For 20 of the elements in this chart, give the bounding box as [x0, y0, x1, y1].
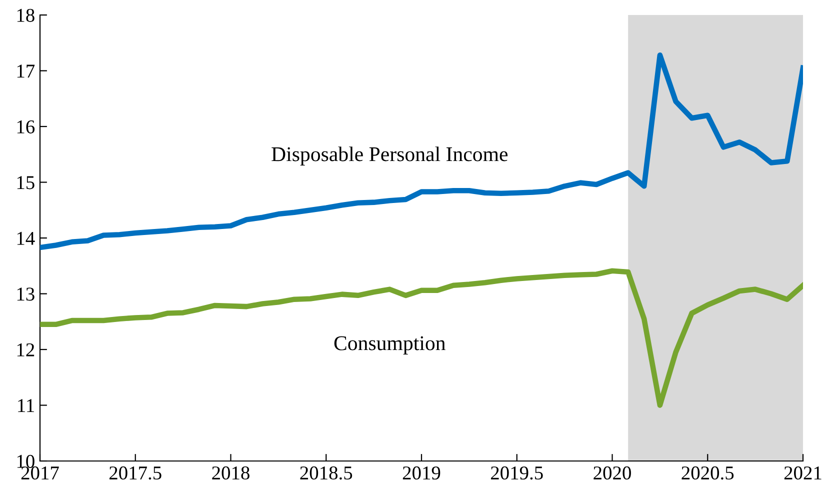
- x-tick-label: 2020.5: [682, 466, 734, 480]
- x-tick-label: 2018.5: [300, 466, 352, 480]
- y-tick-label: 11: [18, 399, 34, 412]
- y-tick-label: 18: [17, 8, 34, 22]
- x-tick-label: 2017.5: [109, 466, 162, 480]
- x-tick-label: 2019: [402, 466, 440, 480]
- x-tick-label: 2018: [212, 466, 250, 480]
- y-tick-label: 13: [17, 288, 34, 301]
- x-tick-label: 2020: [594, 466, 631, 480]
- y-tick-label: 14: [17, 232, 35, 245]
- y-tick-label: 10: [17, 454, 34, 468]
- series-label: Disposable Personal Income: [272, 146, 508, 166]
- y-tick-label: 16: [17, 120, 35, 134]
- y-tick-label: 17: [17, 64, 35, 78]
- x-tick-label: 2019.5: [490, 466, 543, 480]
- series-label: Consumption: [334, 336, 446, 354]
- x-tick-label: 2021: [784, 466, 822, 480]
- x-tick-label: 2017: [21, 466, 59, 480]
- y-tick-label: 12: [17, 343, 34, 356]
- y-tick-label: 15: [17, 176, 34, 190]
